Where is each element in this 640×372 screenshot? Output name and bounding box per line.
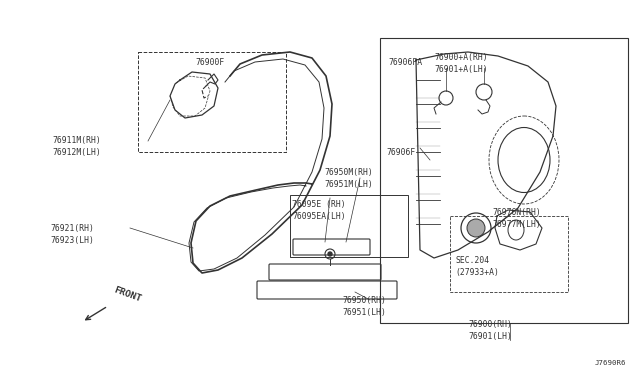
- Text: 76951M(LH): 76951M(LH): [324, 180, 372, 189]
- Circle shape: [328, 252, 332, 256]
- Text: 76906FA: 76906FA: [388, 58, 422, 67]
- Text: J7690R6: J7690R6: [595, 360, 626, 366]
- Ellipse shape: [467, 219, 485, 237]
- Text: 76921(RH): 76921(RH): [50, 224, 94, 233]
- Text: 76095E (RH): 76095E (RH): [292, 200, 346, 209]
- Bar: [290, 195, 408, 257]
- Bar: [450, 216, 568, 292]
- Text: 76900+A(RH): 76900+A(RH): [434, 53, 488, 62]
- Text: 76900(RH): 76900(RH): [468, 320, 512, 329]
- Text: 76951(LH): 76951(LH): [342, 308, 386, 317]
- Text: 76977M(LH): 76977M(LH): [492, 220, 541, 229]
- Bar: [380, 38, 628, 323]
- Text: 76950M(RH): 76950M(RH): [324, 168, 372, 177]
- Bar: [138, 52, 286, 152]
- Text: 76095EA(LH): 76095EA(LH): [292, 212, 346, 221]
- Text: 76901+A(LH): 76901+A(LH): [434, 65, 488, 74]
- Text: 76901(LH): 76901(LH): [468, 332, 512, 341]
- Text: (27933+A): (27933+A): [455, 268, 499, 277]
- Text: FRONT: FRONT: [112, 286, 142, 304]
- Text: 76900F: 76900F: [195, 58, 224, 67]
- Text: 76923(LH): 76923(LH): [50, 236, 94, 245]
- Text: 76911M(RH): 76911M(RH): [52, 136, 100, 145]
- Text: 76906F: 76906F: [386, 148, 415, 157]
- Text: SEC.204: SEC.204: [455, 256, 489, 265]
- Text: 76950(RH): 76950(RH): [342, 296, 386, 305]
- Text: 76976N(RH): 76976N(RH): [492, 208, 541, 217]
- Text: 76912M(LH): 76912M(LH): [52, 148, 100, 157]
